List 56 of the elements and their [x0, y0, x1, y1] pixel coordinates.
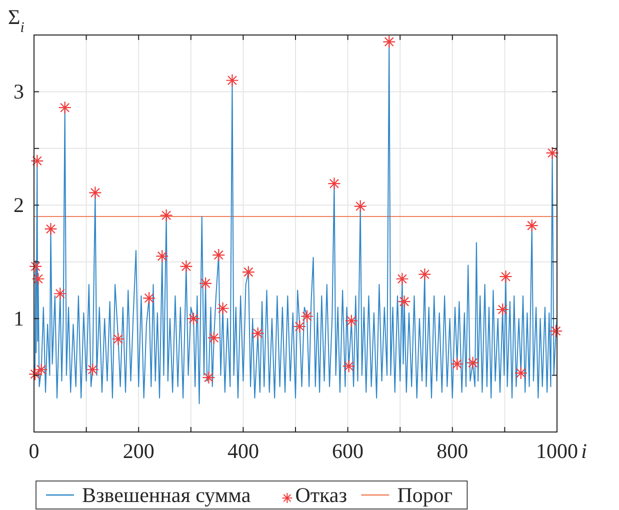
point: [496, 302, 510, 316]
point: [112, 332, 125, 346]
point: [549, 324, 563, 338]
point: [186, 312, 200, 326]
point: [342, 360, 356, 373]
point: [198, 276, 212, 290]
point: [226, 74, 239, 87]
point: [382, 35, 396, 48]
point: [354, 200, 367, 213]
point: [29, 260, 42, 273]
y-tick-label: 1: [14, 306, 24, 331]
x-tick-label: 400: [227, 439, 259, 463]
point: [242, 266, 255, 279]
point: [418, 268, 432, 281]
x-axis-title: i: [581, 439, 588, 463]
x-tick-label: 800: [436, 439, 468, 463]
point: [466, 356, 480, 370]
point: [156, 250, 169, 263]
point: [293, 320, 306, 334]
point: [34, 363, 48, 376]
point: [525, 219, 538, 232]
point: [58, 101, 72, 114]
legend-label: Порог: [397, 483, 453, 507]
legend-label: Взвешенная сумма: [82, 483, 252, 507]
point: [546, 146, 559, 160]
point: [32, 272, 45, 286]
point: [88, 186, 102, 200]
point: [30, 154, 44, 168]
point: [344, 314, 358, 328]
point: [54, 287, 67, 300]
point: [216, 302, 230, 315]
point: [180, 260, 193, 273]
point: [450, 357, 464, 370]
x-tick-label: 0: [28, 439, 40, 463]
point: [86, 363, 100, 376]
point: [207, 331, 220, 344]
point: [398, 295, 411, 308]
point: [300, 310, 314, 323]
point: [514, 366, 528, 380]
point: [396, 272, 409, 286]
point: [328, 177, 341, 190]
point: [44, 222, 58, 236]
y-tick-label: 2: [14, 193, 24, 218]
point: [28, 368, 42, 381]
point: [499, 270, 512, 284]
y-tick-label: 3: [14, 80, 24, 104]
point: [160, 208, 173, 222]
legend-label: Отказ: [295, 483, 348, 507]
point: [142, 292, 156, 305]
point: [212, 248, 226, 262]
x-tick-label: 600: [332, 439, 364, 463]
x-tick-label: 1000: [536, 439, 578, 463]
x-tick-label: 200: [122, 439, 154, 463]
y-axis-title: Σ$_{i}$: [8, 5, 24, 36]
point: [251, 326, 264, 340]
point: [202, 371, 216, 384]
